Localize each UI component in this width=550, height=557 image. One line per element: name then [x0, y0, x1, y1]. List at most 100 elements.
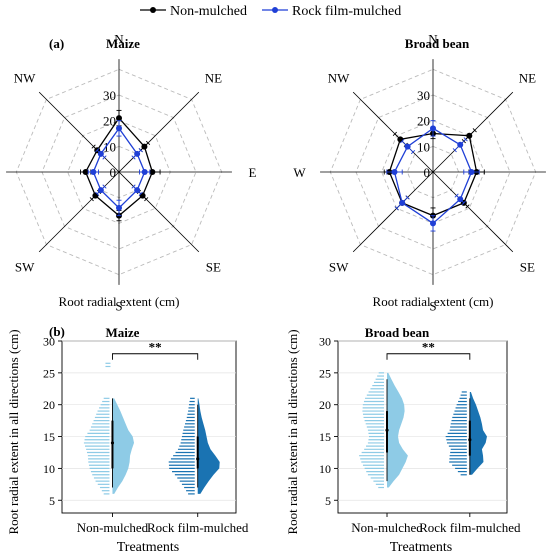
radar-tick-label: 20 [103, 114, 116, 129]
radar-point [141, 143, 148, 150]
violin-median-point [385, 428, 389, 432]
radar-xlabel-broad-bean: Root radial extent (cm) [373, 294, 494, 309]
radar-point [430, 125, 436, 132]
radar-error-cap [91, 144, 96, 149]
radar-error-cap [400, 139, 405, 144]
radar-tick-label: 20 [417, 114, 430, 129]
radar-point [430, 220, 436, 227]
radar-direction-label: NW [328, 71, 350, 86]
violin-xlabel-broad-bean: Treatments [390, 540, 452, 555]
radar-direction-label: E [248, 165, 256, 180]
violin-category-label: Rock film-mulched [147, 520, 249, 535]
violin-y-tick-label: 20 [319, 398, 331, 412]
radar-point [468, 169, 475, 175]
radar-error-cap [131, 184, 136, 189]
radar-error-cap [405, 195, 410, 200]
radar-tick-label: 30 [417, 88, 430, 103]
radar-point [97, 187, 104, 194]
violin-title: Broad bean [365, 325, 430, 340]
radar-error-cap [410, 149, 416, 155]
panel-b-letter: (b) [49, 324, 65, 339]
radar-direction-label: NE [205, 71, 222, 86]
radar-error-cap [138, 148, 143, 153]
panel-a-letter: (a) [49, 36, 64, 51]
radar-axis-spoke [118, 171, 200, 253]
radar-tick-label: 10 [103, 139, 116, 154]
violin-half-shape [469, 391, 487, 475]
radar-error-cap [463, 137, 468, 142]
radar-tick-label: 30 [103, 88, 116, 103]
violin-half-shape [387, 372, 408, 488]
radar-direction-label: S [115, 298, 122, 313]
radar-point [466, 132, 473, 139]
radar-chart-broad-bean: NNEESESSWWNW0102030Broad bean [293, 32, 546, 313]
radar-error-cap [454, 193, 459, 198]
radar-tick-label: 0 [424, 165, 431, 180]
significance-label: ** [149, 340, 162, 355]
radar-direction-label: SW [329, 259, 349, 274]
radar-direction-label: W [293, 165, 306, 180]
radar-error-cap [394, 206, 399, 211]
violin-y-tick-label: 30 [43, 335, 55, 349]
radar-point [90, 169, 97, 175]
radar-grid-ring [355, 94, 511, 250]
radar-point [149, 169, 156, 175]
radar-error-cap [144, 197, 149, 202]
radar-point [82, 169, 89, 175]
radar-axis-spoke [432, 171, 514, 253]
radar-point [134, 150, 141, 157]
radar-chart-maize: NNEESESSWWNW0102030Maize [6, 32, 256, 313]
violin-y-tick-label: 20 [43, 398, 55, 412]
radar-axis-spoke [352, 91, 434, 173]
radar-direction-label: SW [15, 259, 35, 274]
violin-y-tick-label: 25 [43, 366, 55, 380]
violin-y-tick-label: 10 [319, 462, 331, 476]
radar-point [97, 150, 104, 157]
radar-axis-spoke [38, 171, 120, 253]
violin-median-point [468, 438, 472, 442]
violin-half-shape [197, 398, 220, 494]
radar-error-cap [461, 200, 466, 205]
legend-label-non-mulched: Non-mulched [170, 4, 247, 19]
legend-label-rock-film: Rock film-mulched [292, 4, 401, 19]
violin-category-label: Rock film-mulched [419, 520, 521, 535]
violin-ylabel-maize: Root radial extent in all directions (cm… [6, 329, 21, 534]
radar-point [399, 199, 406, 206]
radar-error-cap [452, 148, 457, 153]
radar-axis-spoke [118, 91, 200, 173]
radar-error-cap [102, 155, 107, 160]
radar-direction-label: NE [519, 71, 536, 86]
violin-category-label: Non-mulched [77, 520, 149, 535]
radar-tick-label: 0 [110, 165, 117, 180]
radar-point [134, 187, 141, 194]
violin-y-tick-label: 5 [49, 494, 55, 508]
radar-axis-spoke [38, 91, 120, 173]
radar-error-cap [145, 140, 151, 146]
violin-ylabel-broad-bean: Root radial extent in all directions (cm… [285, 329, 300, 534]
radar-error-cap [465, 204, 470, 209]
violin-y-tick-label: 5 [325, 494, 331, 508]
significance-bracket [112, 353, 199, 360]
violin-half-shape [112, 398, 135, 494]
violin-y-tick-label: 30 [319, 335, 331, 349]
radar-direction-label: SE [206, 259, 221, 274]
violin-y-tick-label: 25 [319, 366, 331, 380]
radar-error-cap [95, 191, 100, 196]
radar-point [391, 169, 398, 175]
radar-grid-ring [41, 94, 197, 250]
radar-error-cap [95, 148, 100, 153]
radar-error-cap [89, 197, 94, 202]
legend-marker-non-mulched [150, 7, 156, 13]
radar-error-cap [102, 184, 107, 189]
radar-direction-label: N [428, 32, 438, 47]
legend-marker-rock-film [272, 7, 278, 13]
radar-point [116, 115, 122, 122]
radar-direction-label: SE [520, 259, 535, 274]
radar-point [116, 204, 122, 211]
violin-y-tick-label: 15 [319, 430, 331, 444]
radar-xlabel-maize: Root radial extent (cm) [59, 294, 180, 309]
violin-plot-frame [61, 340, 237, 514]
